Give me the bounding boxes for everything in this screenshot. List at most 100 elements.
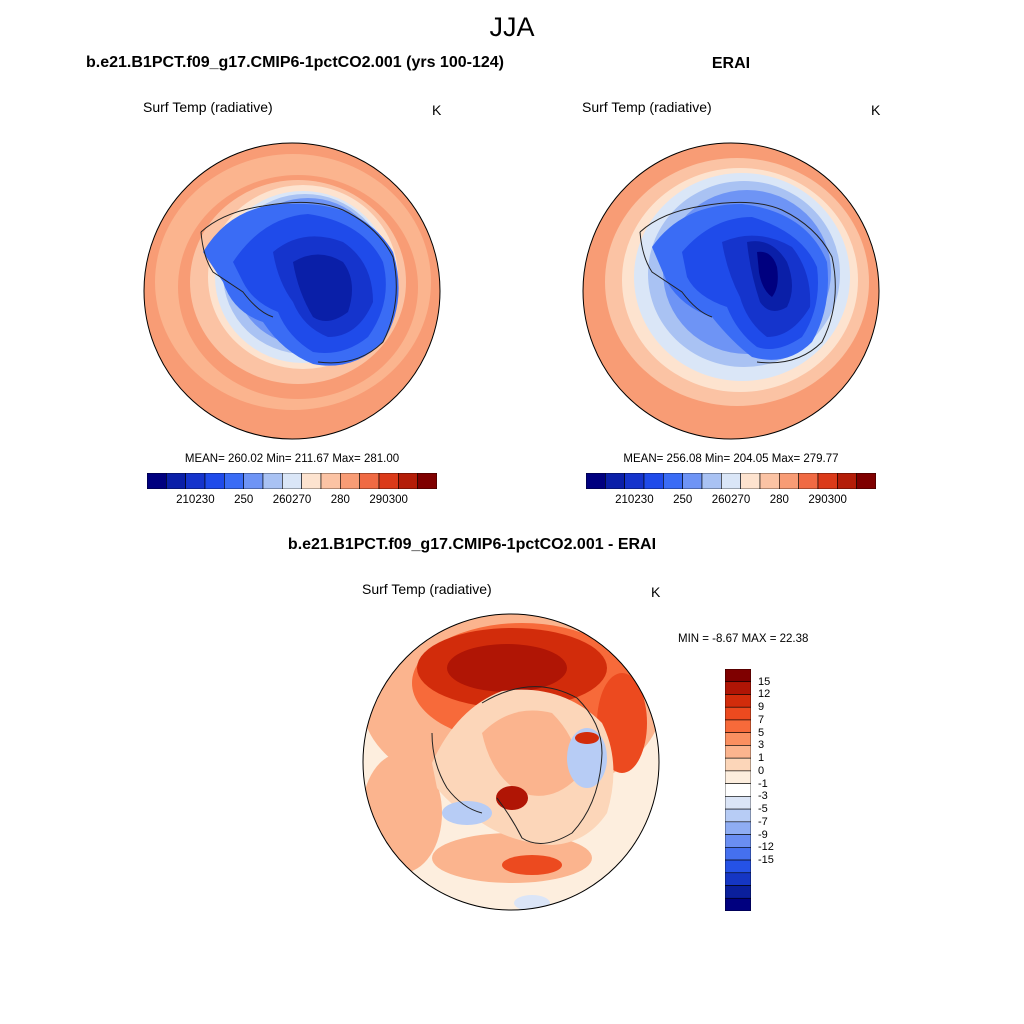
colorbar-erai-swatch [605, 473, 625, 489]
colorbar-difference-swatch [725, 847, 751, 861]
colorbar-model-swatch [224, 473, 244, 489]
variable-label-erai: Surf Temp (radiative) [582, 99, 712, 115]
colorbar-model-swatch [243, 473, 264, 489]
colorbar-model-swatch [417, 473, 437, 489]
colorbar-difference-tick-label: 9 [758, 701, 765, 714]
colorbar-difference-swatch [725, 783, 751, 797]
colorbar-difference-tick-label: -1 [758, 777, 768, 790]
colorbar-model-swatch [204, 473, 225, 489]
colorbar-difference-swatch [725, 669, 751, 683]
colorbar-difference-swatch [725, 706, 751, 721]
stats-erai: MEAN= 256.08 Min= 204.05 Max= 279.77 [623, 453, 839, 465]
colorbar-difference-swatch [725, 859, 751, 874]
colorbar-model-swatch [282, 473, 302, 489]
colorbar-difference-swatch [725, 808, 751, 823]
colorbar-difference-tick-label: -15 [758, 854, 774, 867]
colorbar-difference-tick-label: 7 [758, 713, 765, 726]
colorbar-erai-tick-label: 230 [634, 494, 654, 506]
colorbar-model-tick-label: 250 [234, 494, 254, 506]
colorbar-difference-tick-label: 1 [758, 752, 765, 765]
colorbar-erai-swatch [682, 473, 703, 489]
colorbar-model-swatch [378, 473, 399, 489]
colorbar-erai-swatch [624, 473, 645, 489]
colorbar-difference-tick-label: -7 [758, 815, 768, 828]
colorbar-difference-tick-label: -9 [758, 828, 768, 841]
colorbar-erai-swatch [643, 473, 664, 489]
colorbar-model-swatch [359, 473, 380, 489]
colorbar-difference-swatch [725, 745, 751, 759]
panel-title-erai: ERAI [711, 55, 751, 72]
colorbar-difference-swatch [725, 757, 751, 772]
colorbar-difference-swatch [725, 821, 751, 835]
colorbar-model [147, 473, 437, 489]
variable-label-model: Surf Temp (radiative) [143, 99, 273, 115]
map-model-surface-temp [143, 142, 441, 440]
colorbar-model-tick-label: 230 [195, 494, 215, 506]
units-label-difference: K [651, 584, 661, 600]
colorbar-difference-tick-label: -12 [758, 841, 774, 854]
colorbar-erai-swatch [856, 473, 876, 489]
colorbar-difference-swatch [725, 732, 751, 746]
colorbar-erai-tick-label: 290 [808, 494, 828, 506]
colorbar-erai-swatch [837, 473, 857, 489]
colorbar-model-tick-label: 210 [176, 494, 196, 506]
colorbar-erai-swatch [740, 473, 761, 489]
colorbar-difference [725, 669, 751, 911]
colorbar-erai-swatch [663, 473, 683, 489]
colorbar-model-tick-label: 270 [292, 494, 312, 506]
colorbar-erai-tick-label: 270 [731, 494, 751, 506]
colorbar-model-swatch [398, 473, 418, 489]
colorbar-difference-swatch [725, 719, 751, 733]
colorbar-model-swatch [147, 473, 167, 489]
panel-title-model: b.e21.B1PCT.f09_g17.CMIP6-1pctCO2.001 (y… [86, 54, 504, 71]
colorbar-difference-swatch [725, 897, 751, 911]
colorbar-difference-tick-label: 12 [758, 688, 771, 701]
map-erai-surface-temp [582, 142, 880, 440]
colorbar-erai-swatch [779, 473, 799, 489]
stats-difference: MIN = -8.67 MAX = 22.38 [678, 633, 809, 645]
colorbar-difference-swatch [725, 694, 751, 708]
colorbar-ticks-erai: 210 230 250 260 270 280 290 300 [586, 494, 876, 510]
colorbar-difference-tick-label: 15 [758, 675, 771, 688]
colorbar-erai-tick-label: 300 [827, 494, 847, 506]
colorbar-difference-swatch [725, 872, 751, 886]
colorbar-ticks-model: 210 230 250 260 270 280 290 300 [147, 494, 437, 510]
colorbar-difference-tick-label: 0 [758, 764, 765, 777]
colorbar-model-swatch [320, 473, 341, 489]
colorbar-erai-swatch [721, 473, 741, 489]
colorbar-difference-swatch [725, 770, 751, 784]
colorbar-erai-tick-label: 250 [673, 494, 693, 506]
stats-model: MEAN= 260.02 Min= 211.67 Max= 281.00 [184, 453, 400, 465]
colorbar-model-swatch [185, 473, 206, 489]
colorbar-difference-tick-label: 3 [758, 739, 765, 752]
colorbar-erai [586, 473, 876, 489]
colorbar-model-swatch [166, 473, 186, 489]
colorbar-erai-swatch [701, 473, 722, 489]
colorbar-model-swatch [262, 473, 283, 489]
colorbar-difference-tick-label: -3 [758, 790, 768, 803]
units-label-model: K [432, 102, 442, 118]
colorbar-erai-tick-label: 280 [769, 494, 789, 506]
units-label-erai: K [871, 102, 881, 118]
colorbar-difference-swatch [725, 885, 751, 899]
colorbar-model-swatch [301, 473, 322, 489]
colorbar-erai-swatch [759, 473, 780, 489]
colorbar-erai-swatch [798, 473, 819, 489]
colorbar-model-swatch [340, 473, 360, 489]
colorbar-difference-swatch [725, 834, 751, 848]
colorbar-model-tick-label: 290 [369, 494, 389, 506]
map-difference-surface-temp [362, 613, 660, 911]
colorbar-erai-tick-label: 260 [711, 494, 731, 506]
colorbar-erai-swatch [586, 473, 606, 489]
colorbar-difference-tick-label: 5 [758, 726, 765, 739]
colorbar-model-tick-label: 300 [388, 494, 408, 506]
colorbar-difference-tick-label: -5 [758, 803, 768, 816]
colorbar-difference-swatch [725, 681, 751, 695]
variable-label-difference: Surf Temp (radiative) [362, 581, 492, 597]
colorbar-model-tick-label: 280 [330, 494, 350, 506]
colorbar-model-tick-label: 260 [272, 494, 292, 506]
panel-title-difference: b.e21.B1PCT.f09_g17.CMIP6-1pctCO2.001 - … [287, 536, 657, 553]
colorbar-difference-swatch [725, 796, 751, 810]
colorbar-erai-tick-label: 210 [615, 494, 635, 506]
colorbar-ticks-difference: 15 12 9 7 5 3 1 0 -1 -3 -5 -7 -9 -12 -15 [758, 669, 798, 911]
